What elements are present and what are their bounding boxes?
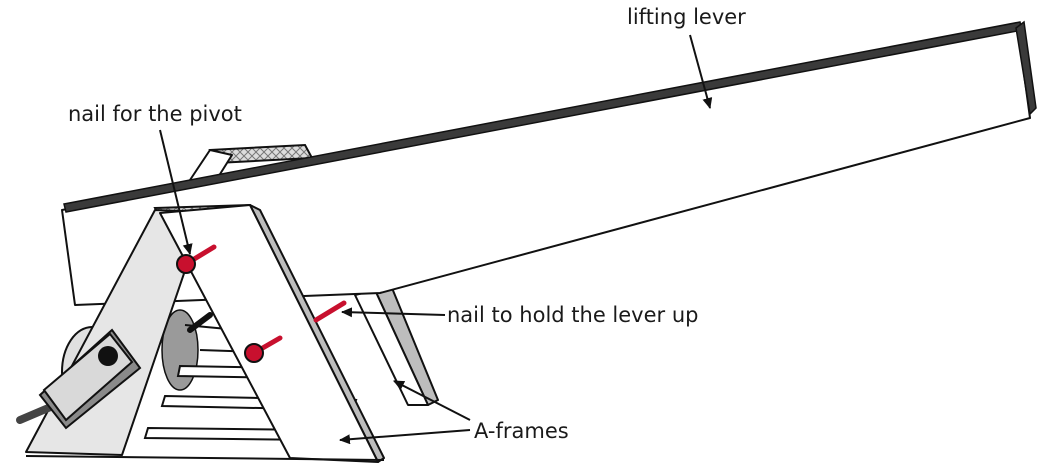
pivot-nail-head xyxy=(176,254,196,274)
front-frame-right-leg xyxy=(159,204,379,463)
inner-bolt xyxy=(187,312,213,333)
label-a-frames: A-frames xyxy=(474,419,569,443)
arrow-nail-pivot xyxy=(159,129,193,255)
bracket-bolt xyxy=(98,346,118,366)
nails xyxy=(176,244,347,363)
axle-bracket xyxy=(16,312,213,430)
arrow-a-frames-back xyxy=(393,380,471,421)
annotations: lifting lever nail for the pivot nail to… xyxy=(68,5,746,445)
label-nail-pivot: nail for the pivot xyxy=(68,102,242,126)
frame-nail-head xyxy=(244,343,264,363)
label-nail-hold: nail to hold the lever up xyxy=(447,303,698,327)
lifting-lever-board xyxy=(61,20,1037,306)
arrow-lifting-lever xyxy=(689,34,713,109)
arrow-a-frames-front xyxy=(339,429,471,445)
ground-line xyxy=(25,455,385,461)
lever-end-edge xyxy=(1015,20,1037,116)
hold-nail xyxy=(313,300,347,323)
arrow-nail-hold xyxy=(341,307,446,318)
label-lifting-lever: lifting lever xyxy=(627,5,746,29)
